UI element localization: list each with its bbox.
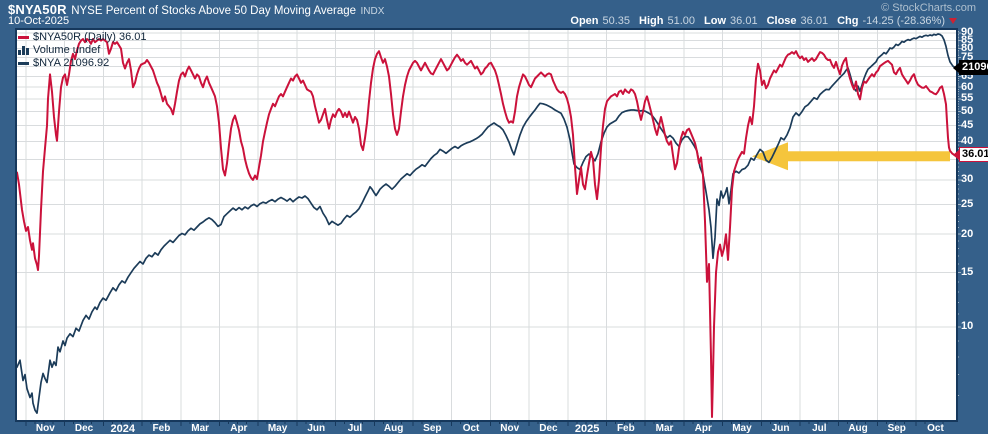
y-axis-tick-label: 50 xyxy=(961,105,974,118)
x-axis-month-label: Jun xyxy=(771,423,790,434)
x-axis-month-label: Oct xyxy=(462,423,480,434)
y-axis-tick-label: 45 xyxy=(961,119,974,132)
x-axis-month-label: Aug xyxy=(383,423,404,434)
legend-item: Volume undef xyxy=(18,44,147,57)
ohlc-label-chg: Chg xyxy=(837,15,859,27)
y-axis-tick-label: 60 xyxy=(961,80,974,93)
ohlc-label-open: Open xyxy=(570,15,599,27)
legend-label: $NYA 21096.92 xyxy=(33,57,110,69)
x-axis-month-label: Oct xyxy=(927,423,944,434)
series-nya xyxy=(16,33,957,414)
annotation-arrow-head xyxy=(752,142,788,171)
y-axis-tick-label: 80 xyxy=(961,42,974,55)
y-axis-tick-label: 40 xyxy=(961,134,974,147)
legend-label: Volume undef xyxy=(33,44,101,56)
y-axis-tick-label: 20 xyxy=(961,227,974,240)
x-axis-month-label: Sep xyxy=(887,423,906,434)
x-axis-month-label: Mar xyxy=(191,423,210,434)
series-nya50r xyxy=(16,38,956,418)
x-axis-month-label: Dec xyxy=(539,423,558,434)
x-axis-month-label: Nov xyxy=(35,423,55,434)
y-axis-tick-label: 15 xyxy=(961,266,974,279)
last-price-label-21096: 21096 xyxy=(959,59,988,75)
series-line-icon xyxy=(18,35,29,39)
chart-title: NYSE Percent of Stocks Above 50 Day Movi… xyxy=(71,5,357,17)
x-axis-month-label: Jul xyxy=(347,423,363,434)
price-label-notch-icon xyxy=(953,61,960,74)
y-axis-tick-label: 55 xyxy=(961,92,974,105)
ohlc-label-low: Low xyxy=(704,15,727,27)
annotation-arrow-shaft xyxy=(786,151,950,162)
x-axis-month-label: 2025 xyxy=(574,423,600,434)
y-axis-tick-label: 90 xyxy=(961,26,974,39)
x-axis-month-label: Apr xyxy=(230,423,248,434)
legend: $NYA50R (Daily) 36.01 Volume undef $NYA 21… xyxy=(18,31,147,70)
change-down-triangle-icon xyxy=(949,18,957,25)
ohlc-value-chg: -14.25 (-28.36%) xyxy=(862,15,945,27)
chart-header: $NYA50R NYSE Percent of Stocks Above 50 … xyxy=(0,0,988,29)
series-line-icon xyxy=(18,61,29,65)
x-axis-month-label: Feb xyxy=(616,423,635,434)
ohlc-label-high: High xyxy=(639,15,664,27)
x-axis-month-label: Jun xyxy=(307,423,326,434)
x-axis-month-label: Nov xyxy=(500,423,520,434)
x-axis-month-label: 2024 xyxy=(110,423,135,434)
quote-row: 10-Oct-2025 Open 50.35 High 51.00 Low 36.01 Cl… xyxy=(8,15,957,29)
stockcharts-copyright-link[interactable]: © StockCharts.com xyxy=(881,2,976,14)
y-axis-tick-label: 65 xyxy=(961,69,974,82)
x-axis-month-label: Aug xyxy=(848,423,868,434)
x-axis-month-label: May xyxy=(732,423,752,434)
ohlc-value-open: 50.35 xyxy=(602,15,631,27)
legend-label: $NYA50R (Daily) 36.01 xyxy=(33,31,147,43)
ohlc-value-low: 36.01 xyxy=(730,15,758,27)
x-axis-month-label: Jul xyxy=(812,423,827,434)
ohlc-label-close: Close xyxy=(766,15,797,27)
y-axis-tick-label: 25 xyxy=(961,197,974,210)
title-row: $NYA50R NYSE Percent of Stocks Above 50 … xyxy=(8,1,978,17)
x-axis-month-label: Apr xyxy=(694,423,712,434)
y-axis-tick-label: 30 xyxy=(961,173,974,186)
ohlc-readout: Open 50.35 High 51.00 Low 36.01 Close 36.01 Chg -… xyxy=(561,15,957,27)
legend-item: $NYA 21096.92 xyxy=(18,57,147,70)
plot-border xyxy=(15,28,958,422)
ohlc-value-close: 36.01 xyxy=(800,15,829,27)
legend-item: $NYA50R (Daily) 36.01 xyxy=(18,31,147,44)
y-axis-tick-label: 75 xyxy=(961,50,974,63)
last-price-label-36.01: 36.01 xyxy=(959,147,988,163)
x-axis-month-label: Mar xyxy=(655,423,674,434)
y-axis-tick-label: 10 xyxy=(961,320,974,333)
price-label-notch-icon xyxy=(953,149,960,162)
x-axis-month-label: Dec xyxy=(74,423,94,434)
x-axis-month-label: Sep xyxy=(423,423,442,434)
x-axis-month-label: May xyxy=(267,423,288,434)
chart-date: 10-Oct-2025 xyxy=(8,15,70,27)
exchange-tag: INDX xyxy=(360,6,385,17)
ohlc-value-high: 51.00 xyxy=(667,15,696,27)
volume-bars-icon xyxy=(18,45,30,56)
x-axis-month-label: Feb xyxy=(152,423,171,434)
y-axis-tick-label: 85 xyxy=(961,34,974,47)
symbol: $NYA50R xyxy=(8,2,67,17)
